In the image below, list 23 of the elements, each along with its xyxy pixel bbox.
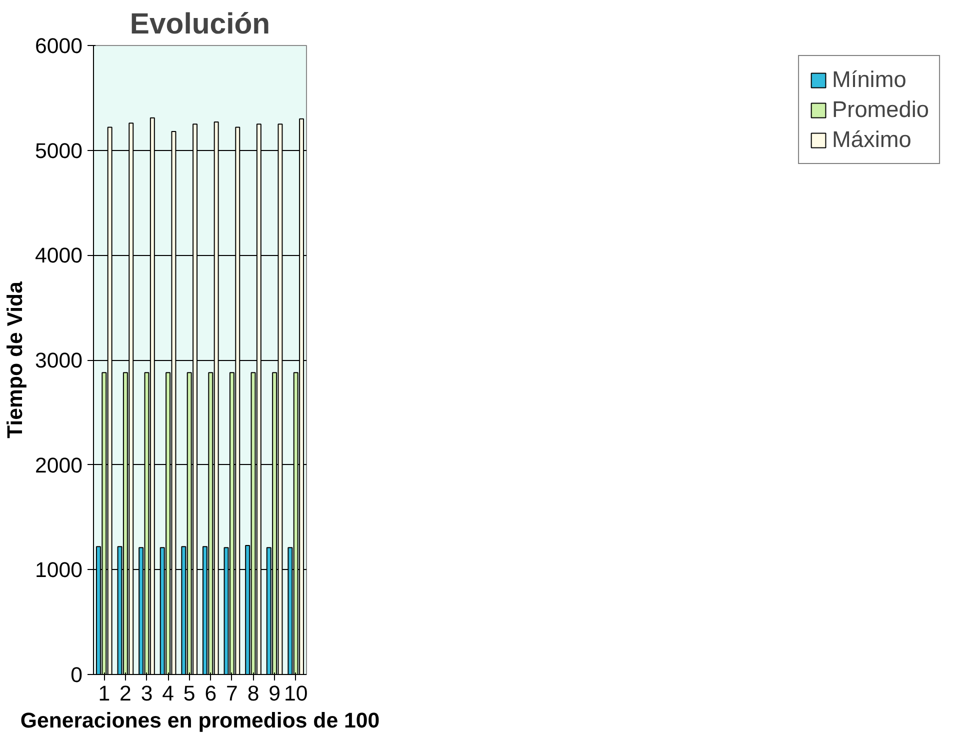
x-tick-label: 7	[226, 682, 238, 706]
y-tick-label: 0	[70, 663, 83, 687]
x-tick-label: 10	[284, 682, 308, 706]
legend-label: Máximo	[832, 126, 912, 153]
x-axis-title: Generaciones en promedios de 100	[20, 708, 380, 732]
x-tick-label: 3	[140, 682, 153, 706]
y-tick-label: 3000	[35, 348, 83, 372]
x-tick-label: 1	[98, 682, 110, 706]
chart-title: Evolución	[130, 8, 270, 40]
y-tick-label: 6000	[35, 34, 83, 58]
y-axis-title: Tiempo de Vida	[3, 281, 28, 438]
x-tick-label: 6	[204, 682, 217, 706]
x-tick-label: 4	[162, 682, 174, 706]
y-tick-label: 2000	[35, 453, 83, 478]
x-tick-label: 9	[268, 682, 280, 706]
x-tick-label: 5	[183, 682, 196, 706]
legend-label: Mínimo	[832, 66, 906, 93]
legend-label: Promedio	[832, 96, 929, 123]
y-tick-label: 1000	[35, 558, 83, 582]
y-tick-label: 5000	[35, 138, 83, 163]
x-tick-label: 2	[120, 682, 132, 706]
x-tick-label: 8	[247, 682, 260, 706]
y-tick-label: 4000	[35, 244, 83, 268]
